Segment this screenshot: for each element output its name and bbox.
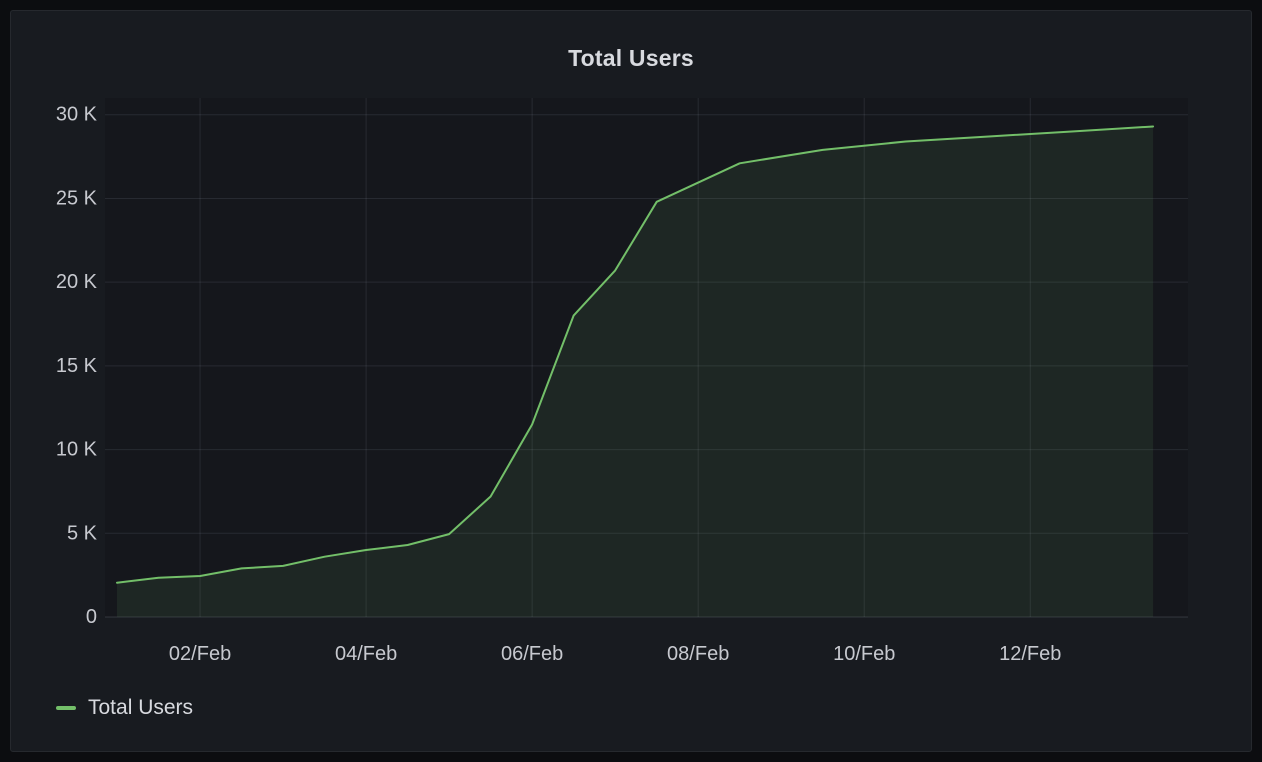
- y-tick-label: 30 K: [56, 104, 98, 126]
- series-line: [116, 125, 1155, 584]
- y-tick-label: 5 K: [67, 522, 98, 544]
- y-tick-label: 20 K: [56, 271, 98, 293]
- y-tick-label: 0: [86, 606, 97, 628]
- x-tick-label: 10/Feb: [833, 643, 895, 665]
- legend-series-dash-icon: [56, 706, 76, 710]
- legend-item-total-users[interactable]: Total Users: [56, 694, 193, 722]
- x-tick-label: 02/Feb: [169, 643, 231, 665]
- x-tick-label: 04/Feb: [335, 643, 397, 665]
- y-tick-label: 25 K: [56, 187, 98, 209]
- series-area-fill: [117, 126, 1154, 617]
- y-tick-label: 10 K: [56, 439, 98, 461]
- x-tick-label: 12/Feb: [999, 643, 1061, 665]
- legend-series-label: Total Users: [88, 696, 194, 719]
- plot-area[interactable]: [105, 98, 1188, 617]
- y-tick-label: 15 K: [56, 355, 98, 377]
- x-tick-label: 08/Feb: [667, 643, 729, 665]
- panel-title[interactable]: Total Users: [568, 45, 694, 71]
- chart-legend: Total Users: [56, 694, 193, 722]
- x-tick-label: 06/Feb: [501, 643, 563, 665]
